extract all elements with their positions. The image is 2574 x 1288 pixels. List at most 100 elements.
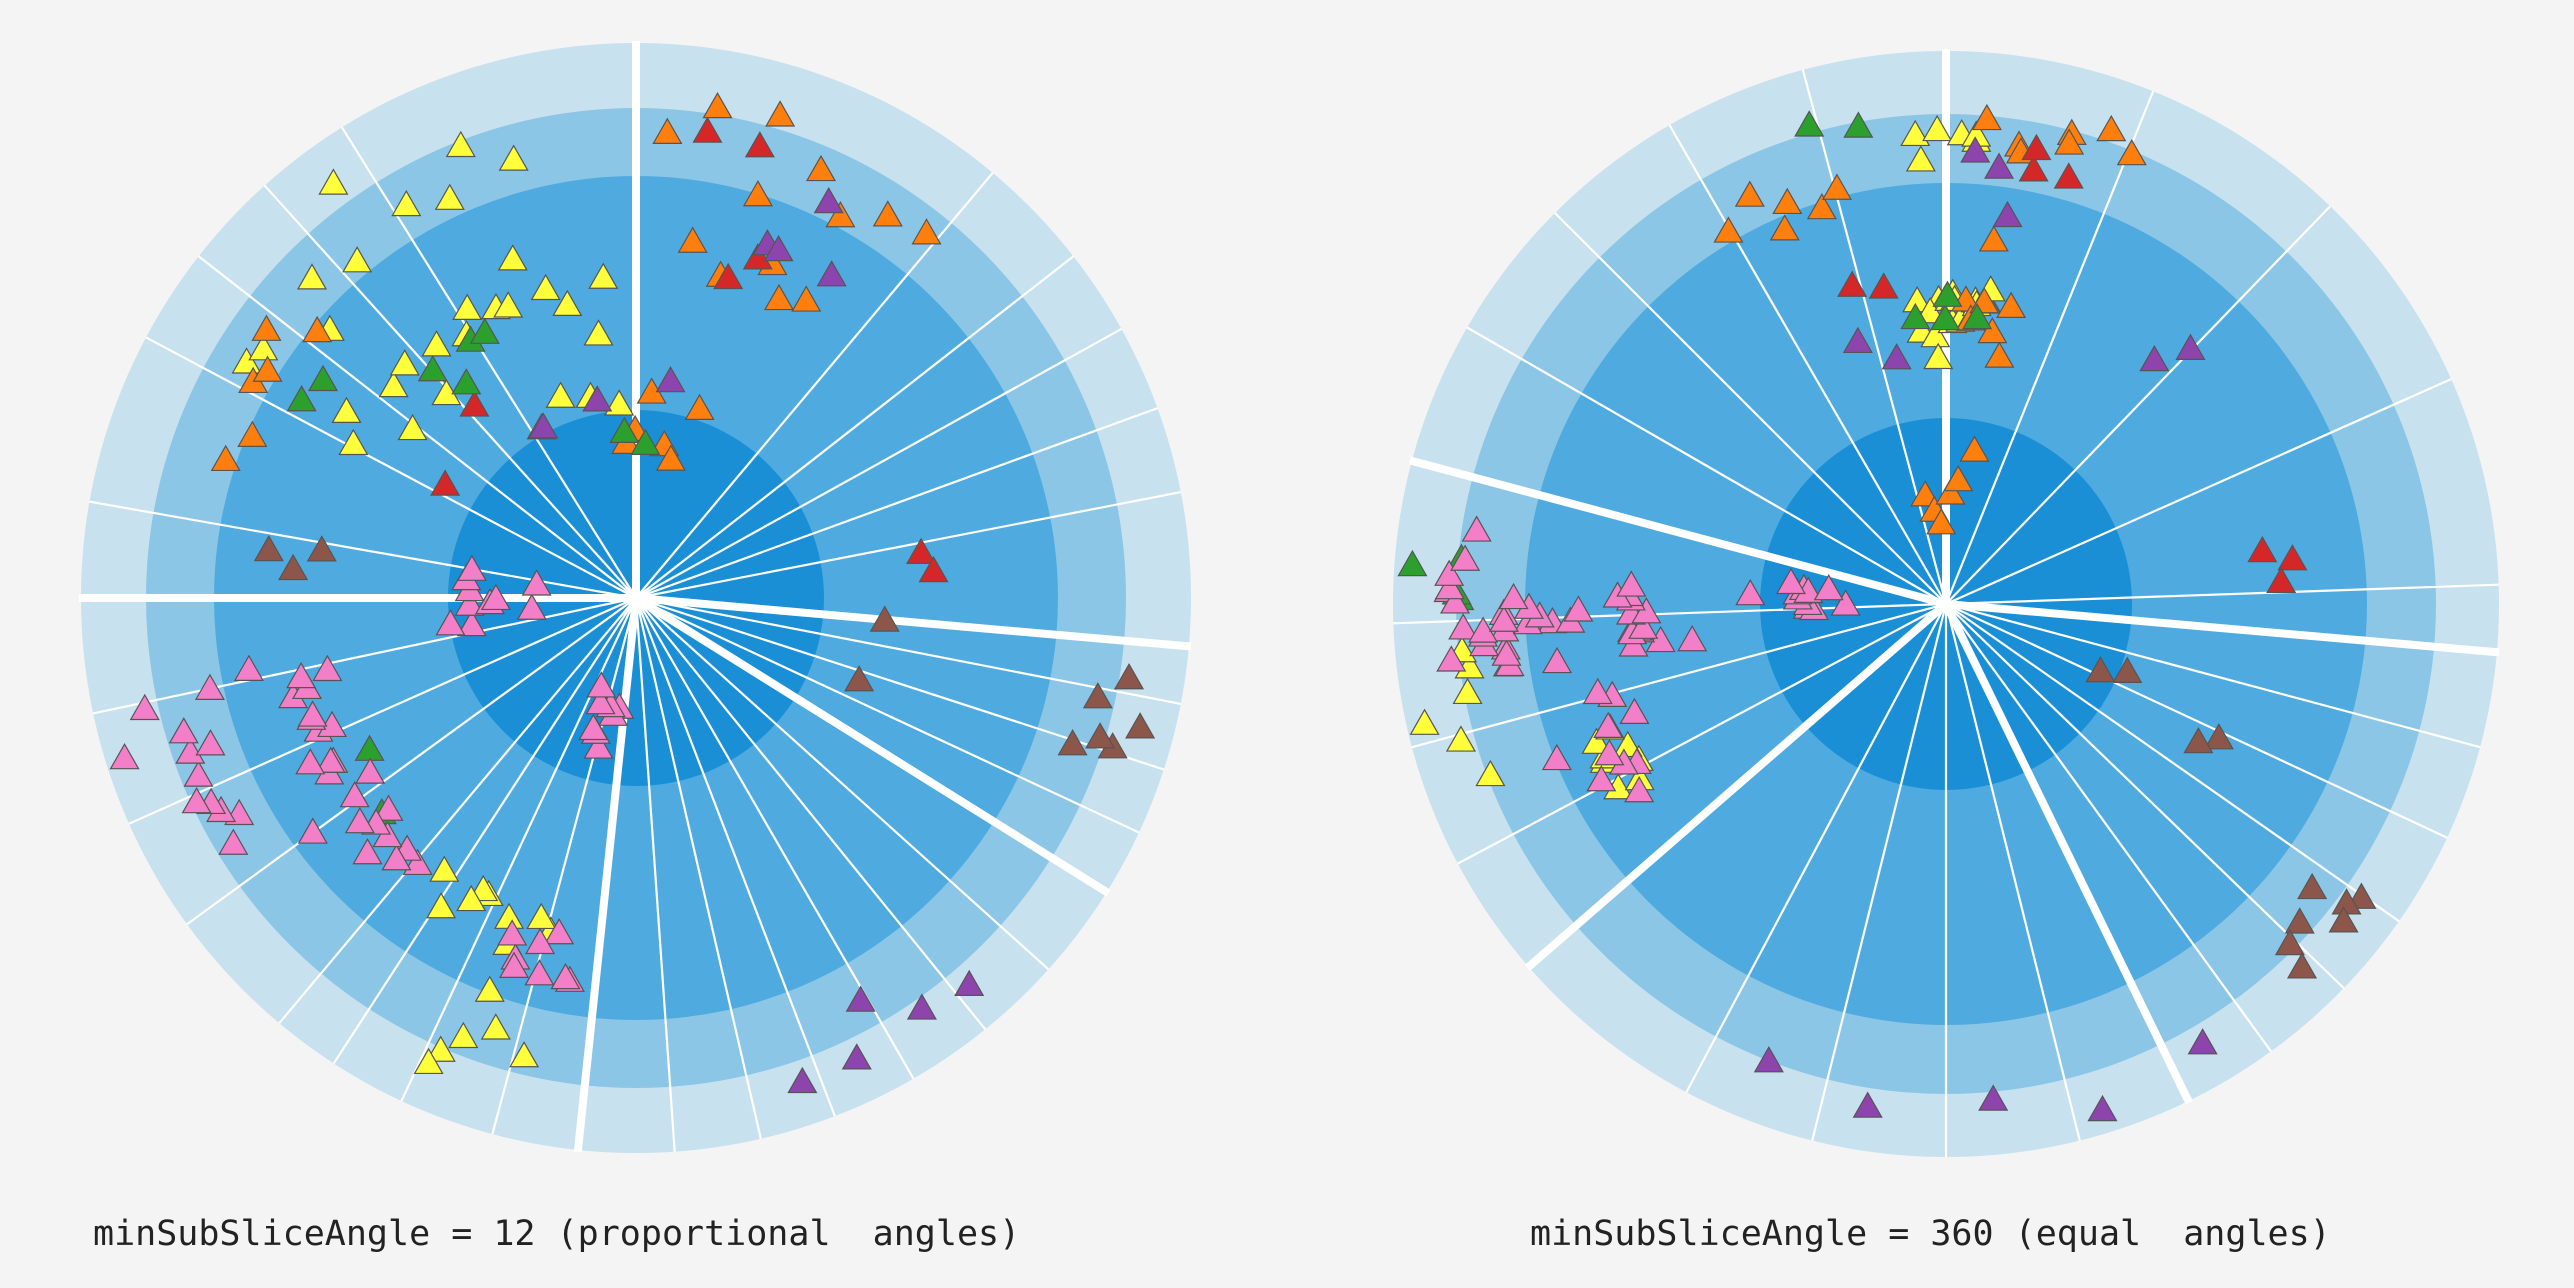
slice-separator xyxy=(635,594,1192,651)
triangle-icon xyxy=(1806,192,1837,220)
sub-slice-separator xyxy=(635,491,1182,600)
triangle-icon xyxy=(1631,597,1662,624)
triangle-icon xyxy=(456,884,487,912)
triangle-icon xyxy=(530,273,561,301)
triangle-icon xyxy=(844,665,875,692)
triangle-icon xyxy=(813,186,844,214)
triangle-icon xyxy=(497,244,528,271)
triangle-icon xyxy=(342,246,373,273)
triangle-icon xyxy=(954,969,985,997)
triangle-icon xyxy=(452,293,483,320)
triangle-icon xyxy=(1971,103,2002,131)
triangle-icon xyxy=(1960,136,1991,163)
triangle-icon xyxy=(469,317,500,344)
triangle-icon xyxy=(210,444,241,472)
triangle-icon xyxy=(1753,1046,1784,1073)
sub-slice-separator xyxy=(635,597,987,1031)
sub-slice-separator xyxy=(89,500,637,600)
triangle-icon xyxy=(430,469,461,496)
triangle-icon xyxy=(194,673,225,700)
triangle-icon xyxy=(231,347,262,374)
triangle-icon xyxy=(434,183,465,210)
triangle-icon xyxy=(286,385,317,412)
triangle-icon xyxy=(609,416,640,444)
triangle-icon xyxy=(1935,478,1966,505)
triangle-icon xyxy=(355,757,386,784)
triangle-icon xyxy=(1984,341,2015,368)
triangle-icon xyxy=(1996,291,2027,318)
triangle-icon xyxy=(1586,765,1617,792)
triangle-icon xyxy=(1713,216,1744,243)
triangle-icon xyxy=(1983,152,2015,179)
triangle-icon xyxy=(2175,333,2206,360)
triangle-icon xyxy=(1962,302,1993,330)
triangle-icon xyxy=(1624,776,1655,803)
triangle-icon xyxy=(352,838,383,865)
triangle-icon xyxy=(421,330,452,357)
triangle-icon xyxy=(181,786,212,814)
triangle-icon xyxy=(585,687,616,715)
triangle-icon xyxy=(1881,343,1912,370)
triangle-icon xyxy=(1461,515,1492,542)
triangle-icon xyxy=(417,355,448,382)
triangle-icon xyxy=(381,844,412,871)
triangle-icon xyxy=(578,713,609,741)
triangle-icon xyxy=(1813,573,1844,601)
sub-slice-separator xyxy=(1945,602,2481,749)
triangle-icon xyxy=(1542,646,1573,674)
sub-slice-separator xyxy=(634,597,676,1152)
triangle-icon xyxy=(296,263,328,290)
triangle-icon xyxy=(1978,1084,2009,1111)
triangle-icon xyxy=(1445,725,1476,752)
triangle-icon xyxy=(389,349,420,376)
triangle-icon xyxy=(253,534,284,562)
triangle-icon xyxy=(2297,872,2328,900)
triangle-icon xyxy=(1830,589,1861,616)
triangle-icon xyxy=(2139,344,2170,372)
triangle-icon xyxy=(742,180,773,207)
triangle-icon xyxy=(604,389,635,416)
triangle-icon xyxy=(1868,272,1899,299)
triangle-icon xyxy=(1475,759,1506,787)
sub-slice-separator xyxy=(635,596,1182,705)
triangle-icon xyxy=(2085,656,2116,683)
triangle-icon xyxy=(1616,570,1647,597)
triangle-icon xyxy=(480,1013,511,1040)
triangle-icon xyxy=(344,806,375,834)
sub-slice-separator xyxy=(92,596,637,715)
triangle-icon xyxy=(2286,952,2318,979)
triangle-icon xyxy=(1769,214,1800,241)
triangle-icon xyxy=(1922,114,1953,142)
sub-slice-separator xyxy=(1411,602,1947,749)
triangle-icon xyxy=(1900,119,1931,147)
triangle-icon xyxy=(1977,316,2008,344)
triangle-icon xyxy=(1930,303,1961,331)
triangle-icon xyxy=(872,200,903,227)
triangle-icon xyxy=(2021,133,2052,161)
triangle-icon xyxy=(233,654,264,681)
triangle-icon xyxy=(338,428,369,456)
triangle-icon xyxy=(1113,663,1145,690)
sub-slice-separator xyxy=(1945,603,2272,1053)
triangle-icon xyxy=(692,116,723,143)
triangle-icon xyxy=(1436,645,1467,672)
triangle-icon xyxy=(425,1035,456,1062)
caption-equal: minSubSliceAngle = 360 (equal angles) xyxy=(1530,1214,2331,1254)
triangle-icon xyxy=(306,535,337,562)
triangle-icon xyxy=(1734,180,1765,207)
triangle-icon xyxy=(841,1043,872,1070)
triangle-icon xyxy=(906,993,937,1020)
triangle-icon xyxy=(2187,1028,2218,1055)
triangle-icon xyxy=(1677,625,1708,652)
slice-separator xyxy=(633,594,1111,897)
triangle-icon xyxy=(315,746,346,773)
triangle-icon xyxy=(2053,162,2084,189)
triangle-icon xyxy=(2112,656,2143,683)
sub-slice-separator xyxy=(635,597,1140,834)
triangle-icon xyxy=(2116,139,2147,166)
triangle-icon xyxy=(1085,722,1116,749)
triangle-icon xyxy=(1488,605,1519,632)
triangle-icon xyxy=(237,420,268,447)
triangle-icon xyxy=(1900,302,1931,330)
triangle-icon xyxy=(1794,110,1825,137)
